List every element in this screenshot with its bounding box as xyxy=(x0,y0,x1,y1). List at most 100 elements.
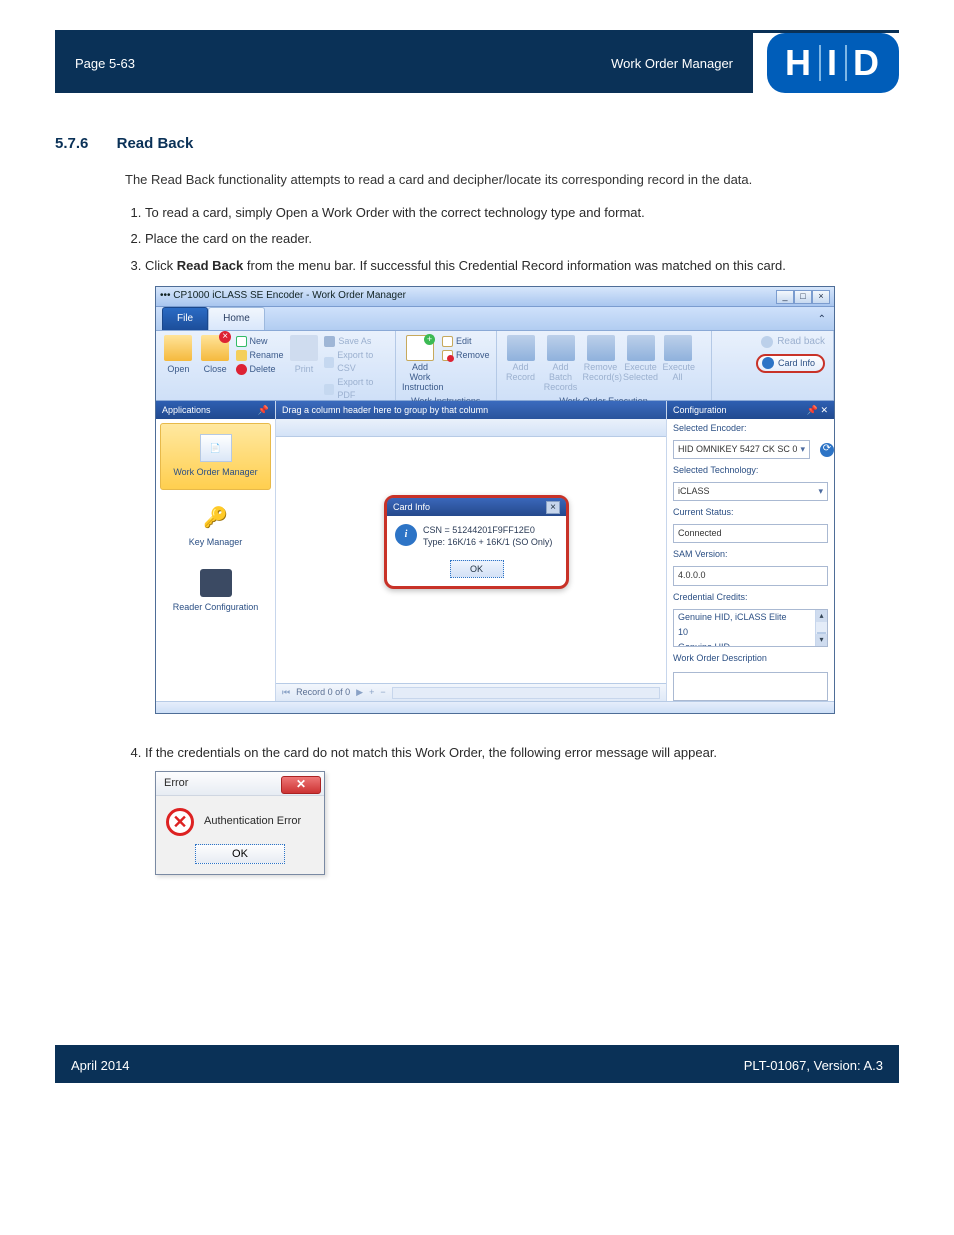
new-button[interactable]: New xyxy=(236,335,284,348)
cfg-label-wod: Work Order Description xyxy=(667,649,834,668)
ribbon-collapse-icon[interactable]: ⌃ xyxy=(818,313,826,328)
step-1: To read a card, simply Open a Work Order… xyxy=(145,204,899,223)
credits-list[interactable]: Genuine HID, iCLASS Elite 10 Genuine HID… xyxy=(673,609,828,647)
hid-logo: HID xyxy=(767,33,899,93)
delete-button[interactable]: Delete xyxy=(236,363,284,376)
execute-selected-button[interactable]: Execute Selected xyxy=(623,335,659,383)
dialog-close-button[interactable]: × xyxy=(546,501,560,514)
new-icon xyxy=(236,336,247,347)
error-ok-button[interactable]: OK xyxy=(195,844,285,864)
db-batch-icon xyxy=(547,335,575,361)
key-icon: 🔑 xyxy=(200,504,232,532)
execute-all-button[interactable]: Execute All xyxy=(663,335,693,383)
db-add-icon xyxy=(507,335,535,361)
page-header-right: Work Order Manager xyxy=(611,56,733,71)
card-info-dialog: Card Info × i CSN = 51244201F9FF12E0 Typ… xyxy=(384,495,569,589)
apps-panel-title: Applications xyxy=(162,404,211,417)
read-back-icon xyxy=(761,336,773,348)
step-2: Place the card on the reader. xyxy=(145,230,899,249)
record-counter: Record 0 of 0 xyxy=(296,686,350,699)
close-button[interactable]: Close xyxy=(199,335,232,376)
chevron-down-icon: ▾ xyxy=(818,485,823,498)
export-csv-button[interactable]: Export to CSV xyxy=(324,349,389,375)
cfg-pin-icon[interactable]: 📌 xyxy=(807,405,818,415)
credit-line: 10 xyxy=(674,625,827,640)
tech-select[interactable]: iCLASS▾ xyxy=(673,482,828,501)
error-close-button[interactable]: ✕ xyxy=(281,776,321,794)
info-icon: i xyxy=(395,524,417,546)
delete-icon xyxy=(236,364,247,375)
credit-line: Genuine HID xyxy=(674,640,827,647)
edit-button[interactable]: Edit xyxy=(442,335,490,348)
credit-line: Genuine HID, iCLASS Elite xyxy=(674,610,827,625)
error-icon: ✕ xyxy=(166,808,194,836)
cfg-label-sam: SAM Version: xyxy=(667,545,834,564)
sam-value: 4.0.0.0 xyxy=(673,566,828,585)
csv-icon xyxy=(324,357,334,368)
add-instruction-icon: + xyxy=(406,335,434,361)
pin-icon[interactable]: 📌 xyxy=(258,404,269,417)
app-window: ••• CP1000 iCLASS SE Encoder - Work Orde… xyxy=(155,286,835,714)
reader-icon xyxy=(200,569,232,597)
sidebar-item-readercfg[interactable]: Reader Configuration xyxy=(156,559,275,624)
cfg-close-icon[interactable]: ✕ xyxy=(820,405,828,415)
window-title: ••• CP1000 iCLASS SE Encoder - Work Orde… xyxy=(160,289,406,304)
remove-records-button[interactable]: Remove Record(s) xyxy=(583,335,619,383)
folder-close-icon xyxy=(201,335,229,361)
encoder-select[interactable]: HID OMNIKEY 5427 CK SC 0▾ xyxy=(673,440,810,459)
cfg-label-credits: Credential Credits: xyxy=(667,588,834,607)
step-3: Click Read Back from the menu bar. If su… xyxy=(145,257,899,276)
grid-header-row xyxy=(276,419,666,437)
wom-icon: 📄 xyxy=(200,434,232,462)
tab-home[interactable]: Home xyxy=(208,307,265,331)
dialog-ok-button[interactable]: OK xyxy=(450,560,504,578)
grid-body: Card Info × i CSN = 51244201F9FF12E0 Typ… xyxy=(276,437,666,683)
export-pdf-button[interactable]: Export to PDF xyxy=(324,376,389,402)
cfg-label-tech: Selected Technology: xyxy=(667,461,834,480)
rec-first-icon[interactable]: ⏮ xyxy=(282,686,290,699)
rec-del-icon[interactable]: − xyxy=(380,686,385,699)
folder-open-icon xyxy=(164,335,192,361)
exec-sel-icon xyxy=(627,335,655,361)
minimize-button[interactable]: _ xyxy=(776,290,794,304)
footer-right: PLT-01067, Version: A.3 xyxy=(744,1058,883,1073)
remove-button[interactable]: Remove xyxy=(442,349,490,362)
credits-scrollbar[interactable]: ▴▾ xyxy=(815,610,827,646)
chevron-down-icon: ▾ xyxy=(800,443,805,456)
section-number: 5.7.6 xyxy=(55,133,113,155)
group-label-rb xyxy=(718,383,827,398)
add-record-button[interactable]: Add Record xyxy=(503,335,539,383)
tab-file[interactable]: File xyxy=(162,307,208,331)
cfg-label-encoder: Selected Encoder: xyxy=(667,419,834,438)
card-info-icon xyxy=(762,357,774,369)
page-header-left: Page 5-63 xyxy=(75,56,135,71)
rename-button[interactable]: Rename xyxy=(236,349,284,362)
save-as-button[interactable]: Save As xyxy=(324,335,389,348)
cfg-label-status: Current Status: xyxy=(667,503,834,522)
rec-add-icon[interactable]: + xyxy=(369,686,374,699)
card-info-button[interactable]: Card Info xyxy=(756,354,825,373)
add-batch-button[interactable]: Add Batch Records xyxy=(543,335,579,393)
statusbar xyxy=(156,701,834,713)
section-title: Read Back xyxy=(117,133,194,155)
error-message: Authentication Error xyxy=(204,814,301,830)
error-title: Error xyxy=(164,776,188,792)
maximize-button[interactable]: □ xyxy=(794,290,812,304)
sidebar-item-wom[interactable]: 📄 Work Order Manager xyxy=(160,423,271,490)
close-window-button[interactable]: × xyxy=(812,290,830,304)
add-work-instruction-button[interactable]: +Add Work Instruction xyxy=(402,335,438,393)
read-back-button[interactable]: Read back xyxy=(761,335,825,350)
section-intro: The Read Back functionality attempts to … xyxy=(125,171,899,190)
rec-next-icon[interactable]: ▶ xyxy=(356,686,363,699)
dialog-title: Card Info xyxy=(393,501,430,514)
wod-box[interactable] xyxy=(673,672,828,701)
sidebar-item-keymgr[interactable]: 🔑 Key Manager xyxy=(156,494,275,559)
exec-all-icon xyxy=(664,335,692,361)
config-title: Configuration xyxy=(673,404,727,417)
dialog-line2: Type: 16K/16 + 16K/1 (SO Only) xyxy=(423,536,552,548)
print-button[interactable]: Print xyxy=(288,335,321,376)
grid-h-scroll[interactable] xyxy=(392,687,660,699)
open-button[interactable]: Open xyxy=(162,335,195,376)
rename-icon xyxy=(236,350,247,361)
refresh-button[interactable]: ⟳ xyxy=(820,443,834,457)
